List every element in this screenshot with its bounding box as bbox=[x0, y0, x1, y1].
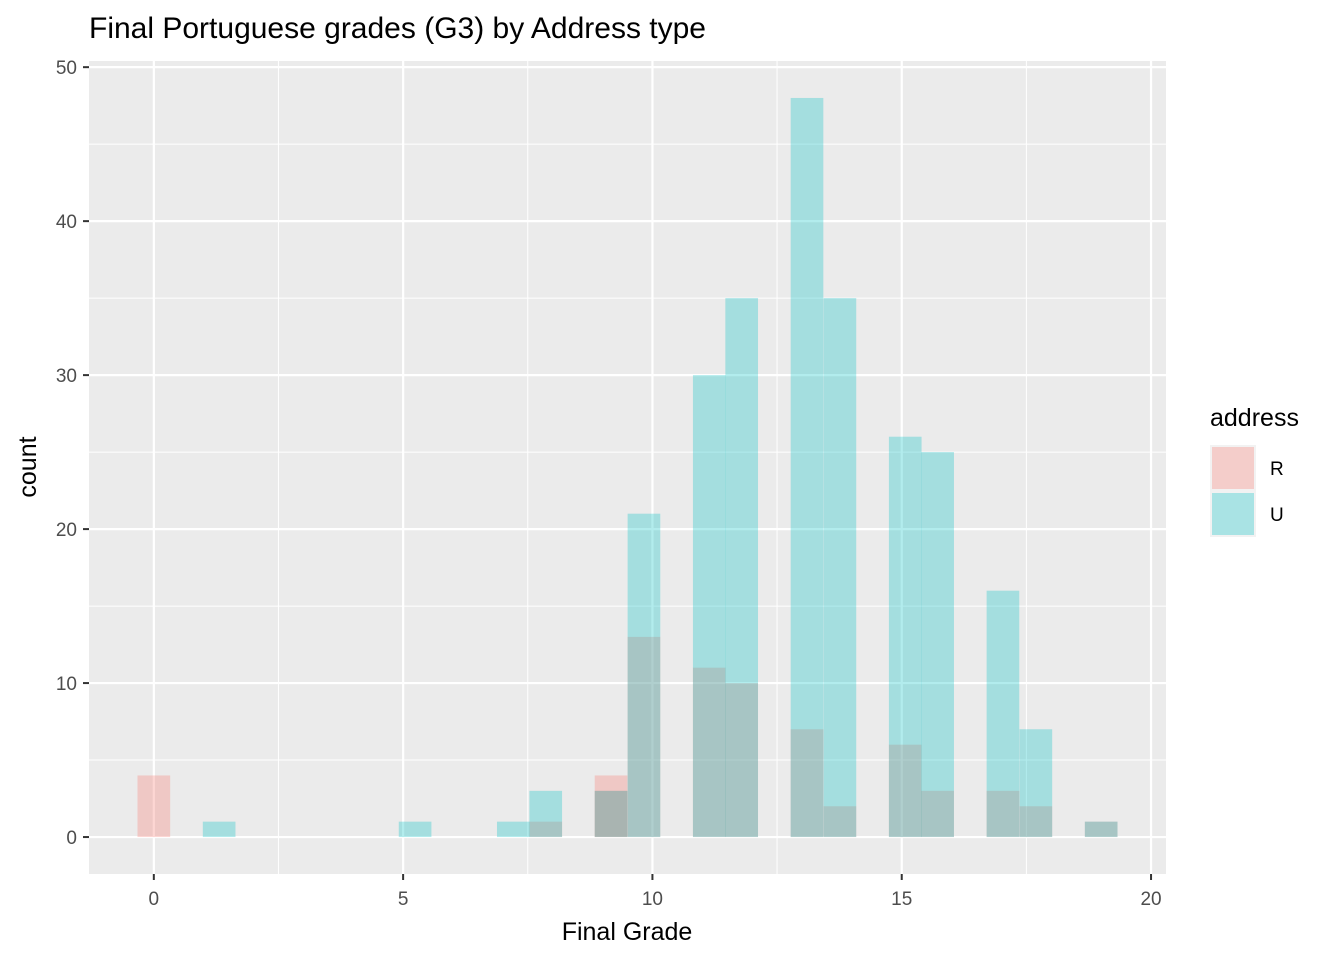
axis-ticks bbox=[83, 66, 1153, 880]
histogram-bar-u bbox=[202, 821, 236, 838]
legend-swatch-u bbox=[1212, 493, 1254, 535]
histogram-bar-u bbox=[921, 452, 954, 838]
x-tick-label: 20 bbox=[1140, 889, 1161, 910]
histogram-bar-r bbox=[137, 775, 171, 838]
histogram-bar-u bbox=[888, 436, 922, 838]
legend-title: address bbox=[1210, 404, 1299, 432]
x-tick-label: 10 bbox=[642, 889, 663, 910]
histogram-bar-u bbox=[823, 298, 857, 838]
histogram-bar-r bbox=[594, 790, 628, 838]
histogram-bar-r bbox=[692, 667, 726, 838]
legend-key-background bbox=[1210, 491, 1256, 537]
x-tick-label: 5 bbox=[398, 889, 409, 910]
minor-gridlines bbox=[89, 61, 1166, 874]
histogram-bar-r bbox=[823, 806, 857, 838]
histogram-bar-u bbox=[790, 97, 824, 838]
x-tick-label: 0 bbox=[149, 889, 160, 910]
legend-label-u: U bbox=[1270, 505, 1284, 526]
plot-panel bbox=[89, 61, 1166, 874]
histogram-bar-u bbox=[594, 790, 628, 838]
histogram-bars bbox=[137, 97, 1118, 838]
y-tick-label: 10 bbox=[56, 674, 77, 695]
histogram-bar-u bbox=[627, 513, 661, 838]
legend: address R U bbox=[1210, 404, 1299, 537]
y-tick-label: 0 bbox=[66, 828, 77, 849]
histogram-bar-r bbox=[1019, 806, 1053, 838]
histogram-bar-r bbox=[888, 744, 922, 838]
histogram-bar-u bbox=[1019, 729, 1053, 838]
x-tick-labels: 0 5 10 15 20 bbox=[149, 889, 1162, 910]
y-axis-title: count bbox=[14, 436, 42, 497]
histogram-bar-r bbox=[627, 636, 661, 838]
histogram-bar-r bbox=[529, 821, 563, 838]
chart-title: Final Portuguese grades (G3) by Address … bbox=[89, 12, 706, 45]
legend-label-r: R bbox=[1270, 459, 1284, 480]
histogram-bar-r bbox=[594, 775, 628, 838]
y-tick-label: 30 bbox=[56, 366, 77, 387]
histogram-bar-u bbox=[1084, 821, 1118, 838]
histogram-bar-r bbox=[921, 790, 954, 838]
legend-swatch-r bbox=[1212, 447, 1254, 489]
histogram-bar-u bbox=[529, 790, 563, 838]
histogram-bar-r bbox=[986, 790, 1020, 838]
legend-key-background bbox=[1210, 445, 1256, 491]
histogram-bar-u bbox=[986, 590, 1020, 838]
y-tick-label: 20 bbox=[56, 520, 77, 541]
histogram-bar-r bbox=[725, 683, 759, 838]
y-tick-label: 40 bbox=[56, 212, 77, 233]
y-tick-label: 50 bbox=[56, 58, 77, 79]
x-tick-label: 15 bbox=[891, 889, 912, 910]
y-tick-labels: 0 10 20 30 40 50 bbox=[56, 58, 77, 849]
histogram-bar-r bbox=[790, 729, 824, 838]
x-axis-title: Final Grade bbox=[562, 918, 693, 946]
histogram-bar-u bbox=[398, 821, 432, 838]
histogram-bar-r bbox=[1084, 821, 1118, 838]
major-gridlines bbox=[89, 61, 1166, 874]
histogram-bar-u bbox=[692, 375, 726, 838]
histogram-bar-u bbox=[725, 298, 759, 838]
histogram-bar-u bbox=[496, 821, 530, 838]
